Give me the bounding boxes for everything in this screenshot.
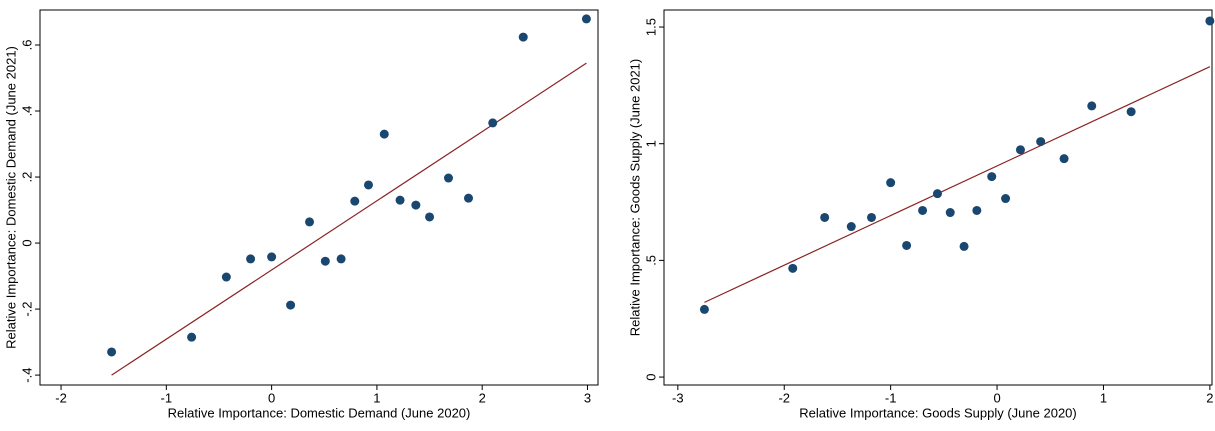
y-tick-label: .6 [19, 40, 34, 51]
point [846, 222, 856, 232]
point [959, 241, 969, 251]
point [187, 332, 197, 342]
x-tick-label: 1 [373, 390, 380, 405]
x-tick-label: 0 [268, 390, 275, 405]
x-tick-label: -1 [161, 390, 173, 405]
x-tick-label: 0 [993, 390, 1000, 405]
x-tick-label: -2 [778, 390, 790, 405]
x-axis-title: Relative Importance: Goods Supply (June … [799, 405, 1077, 420]
fit-line [111, 62, 587, 376]
point [581, 14, 591, 24]
point [425, 212, 435, 222]
point [1205, 16, 1215, 26]
fit-line [704, 66, 1211, 303]
x-tick-label: -2 [55, 390, 67, 405]
x-tick-label: 1 [1100, 390, 1107, 405]
point [379, 129, 389, 139]
point [1001, 194, 1011, 204]
point [395, 195, 405, 205]
y-tick-label: .5 [643, 255, 658, 266]
point [1036, 137, 1046, 147]
y-axis-title: Relative Importance: Goods Supply (June … [627, 59, 642, 337]
point [107, 347, 117, 357]
point [699, 304, 709, 314]
point [363, 180, 373, 190]
point [464, 193, 474, 203]
point [411, 200, 421, 210]
point [902, 240, 912, 250]
y-axis-title: Relative Importance: Domestic Demand (Ju… [3, 46, 18, 349]
point [320, 256, 330, 266]
point [1015, 145, 1025, 155]
y-tick-label: -.4 [19, 368, 34, 383]
y-tick-label: .2 [19, 172, 34, 183]
point [932, 189, 942, 199]
y-tick-label: 0 [19, 239, 34, 246]
point [945, 208, 955, 218]
point [987, 172, 997, 182]
point [488, 118, 498, 128]
point [972, 205, 982, 215]
point [305, 217, 315, 227]
x-tick-label: 3 [584, 390, 591, 405]
point [221, 272, 231, 282]
point [350, 196, 360, 206]
point [918, 205, 928, 215]
point [443, 173, 453, 183]
y-tick-label: 1.5 [643, 18, 658, 36]
x-tick-label: -3 [672, 390, 684, 405]
point [518, 32, 528, 42]
y-tick-label: 0 [643, 373, 658, 380]
point [336, 254, 346, 264]
y-tick-label: 1 [643, 140, 658, 147]
x-axis-title: Relative Importance: Domestic Demand (Ju… [168, 405, 471, 420]
plot-frame [39, 9, 599, 386]
point [246, 254, 256, 264]
x-tick-label: 2 [1206, 390, 1213, 405]
point [820, 212, 830, 222]
point [267, 252, 277, 262]
point [866, 212, 876, 222]
plot-frame [663, 9, 1213, 386]
x-tick-label: 2 [479, 390, 486, 405]
point [286, 300, 296, 310]
point [1087, 101, 1097, 111]
x-tick-label: -1 [885, 390, 897, 405]
point [788, 263, 798, 273]
y-tick-label: .4 [19, 106, 34, 117]
point [1126, 107, 1136, 117]
point [1059, 154, 1069, 164]
point [886, 178, 896, 188]
y-tick-label: -.2 [19, 301, 34, 316]
